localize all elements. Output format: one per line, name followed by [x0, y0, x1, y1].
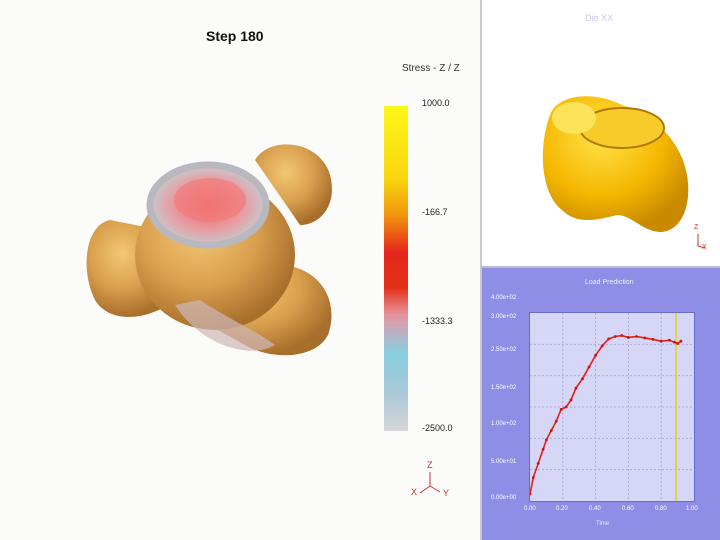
data-point: [600, 344, 604, 348]
die-axis-z-label: Z: [694, 224, 699, 231]
axis-x-label: X: [411, 487, 418, 497]
data-point: [651, 337, 655, 341]
x-tick-label: 0.40: [589, 506, 601, 512]
chart-title: Load Prediction: [585, 279, 634, 286]
data-point: [643, 336, 647, 340]
axis-y-label: Y: [443, 488, 450, 498]
data-point: [549, 429, 553, 432]
data-point: [594, 353, 597, 357]
underside-shading: [175, 300, 275, 351]
data-point: [676, 342, 679, 345]
data-point: [530, 492, 532, 496]
data-point: [531, 476, 535, 479]
data-point: [569, 398, 573, 402]
data-point: [607, 337, 611, 341]
data-point: [581, 377, 584, 381]
data-point: [541, 447, 545, 451]
data-point: [620, 334, 624, 337]
y-tick-label: 1.00e+02: [491, 421, 517, 427]
die-axis-x-label: X: [702, 244, 707, 251]
data-point: [564, 405, 568, 409]
y-tick-label: 2.50e+02: [491, 347, 517, 353]
die-view-title: Die XX: [585, 13, 614, 23]
x-tick-label: 1.00: [686, 506, 698, 512]
colorbar-tick-2: -166.7: [422, 207, 448, 217]
data-point: [559, 407, 563, 411]
x-tick-label: 0.20: [556, 506, 568, 512]
data-point: [659, 339, 663, 343]
x-axis-title: Time: [596, 521, 610, 527]
forging-model: [86, 144, 332, 356]
y-tick-label: 4.00e+02: [491, 295, 517, 301]
colorbar-tick-4: -2500.0: [422, 423, 453, 433]
data-point: [627, 336, 630, 339]
cap-rim: [146, 161, 270, 249]
colorbar-tick-3: -1333.3: [422, 316, 453, 326]
data-point: [574, 386, 578, 390]
x-tick-label: 0.00: [524, 506, 536, 512]
y-tick-label: 1.50e+02: [491, 385, 517, 391]
axis-triad-icon: [419, 472, 441, 494]
data-point: [613, 335, 617, 338]
step-title: Step 180: [206, 28, 264, 44]
data-point: [554, 419, 558, 423]
y-tick-label: 3.00e+02: [491, 314, 517, 320]
x-tick-label: 0.60: [622, 506, 634, 512]
stress-colorbar: [384, 106, 408, 431]
legend-title: Stress - Z / Z: [402, 63, 460, 74]
data-point: [587, 365, 591, 369]
y-tick-label: 5.00e+01: [491, 459, 517, 465]
main-viewport[interactable]: Step 180 Stress - Z / Z: [0, 0, 480, 540]
cap-hotspot: [174, 178, 246, 222]
series-line-load: [530, 334, 682, 495]
die-viewport[interactable]: Die XX Z X: [480, 0, 720, 268]
data-point: [679, 339, 683, 343]
data-point: [536, 462, 540, 465]
data-point: [545, 438, 548, 442]
die-axis-triad-icon: [697, 234, 706, 249]
data-point: [635, 335, 638, 338]
y-tick-label: 0.00e+00: [491, 495, 517, 501]
die-model: [542, 96, 689, 232]
data-point: [668, 338, 671, 342]
axis-z-label: Z: [427, 460, 433, 470]
colorbar-tick-1: 1000.0: [422, 98, 450, 108]
arm-upper-right: [255, 144, 332, 225]
x-tick-label: 0.80: [655, 506, 667, 512]
load-chart: [530, 313, 694, 501]
data-point: [672, 340, 676, 344]
